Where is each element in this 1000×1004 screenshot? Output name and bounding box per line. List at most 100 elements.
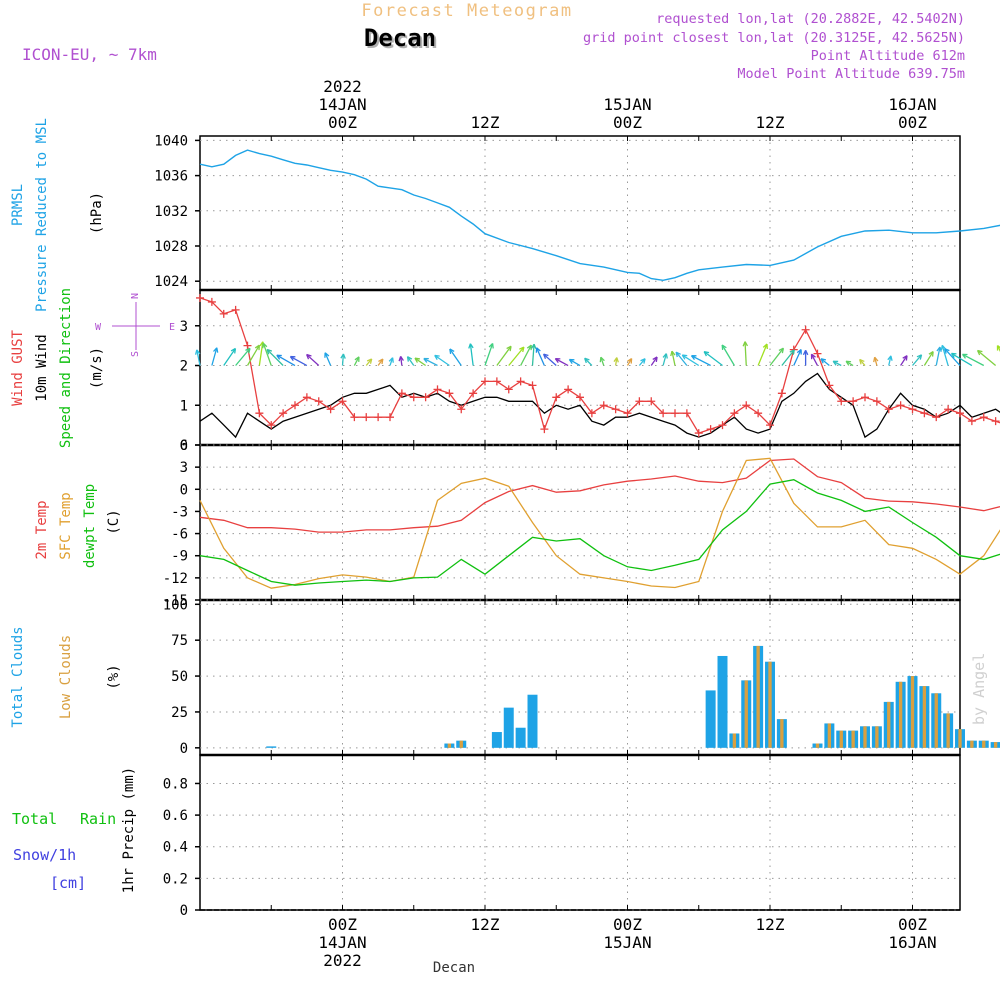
total-cloud-bar bbox=[718, 656, 728, 748]
time-tick-label: 00Z bbox=[898, 113, 927, 132]
wind-direction-arrow bbox=[263, 343, 271, 365]
low-cloud-bar bbox=[756, 646, 759, 748]
wind-gust-point bbox=[897, 401, 905, 409]
low-cloud-bar bbox=[994, 742, 997, 748]
wind-gust-point bbox=[196, 294, 204, 302]
t2m-label: 2m Temp bbox=[34, 500, 50, 559]
total-cloud-bar bbox=[516, 728, 526, 748]
model-altitude: Model Point Altitude 639.75m bbox=[737, 66, 965, 82]
dew-label: dewpt Temp bbox=[82, 484, 98, 568]
compass-n: N bbox=[130, 293, 141, 299]
temp-y-tick-label: 6 bbox=[180, 438, 188, 454]
compass-rose: N S W E bbox=[95, 293, 175, 357]
time-tick-label: 15JAN bbox=[603, 933, 651, 952]
precip-y-tick-label: 0.8 bbox=[163, 776, 188, 792]
wind-gust-label: Wind GUST bbox=[10, 330, 26, 406]
wind-direction-arrow bbox=[745, 342, 746, 366]
time-axis-top: 202214JAN00Z12Z15JAN00Z12Z16JAN00Z12Z bbox=[318, 77, 1000, 132]
wind-direction-arrow bbox=[307, 355, 319, 366]
wind-gust-point bbox=[374, 413, 382, 421]
low-cloud-bar bbox=[899, 682, 902, 748]
low-cloud-bar bbox=[958, 729, 961, 748]
clouds-y-tick-label: 100 bbox=[163, 597, 188, 613]
low-cloud-bar bbox=[448, 744, 451, 748]
wind-gust-line bbox=[200, 298, 1000, 433]
bottom-location: Decan bbox=[433, 960, 475, 976]
wind-direction-arrow bbox=[236, 348, 250, 365]
temp-y-tick-label: -6 bbox=[171, 527, 188, 543]
temp-y-tick-label: 0 bbox=[180, 482, 188, 498]
low-cloud-bar bbox=[911, 676, 914, 748]
pressure-label-1: PRMSL bbox=[10, 184, 26, 226]
wind-gust-point bbox=[493, 377, 501, 385]
location-title-front: Decan bbox=[364, 24, 436, 52]
wind-gust-point bbox=[540, 425, 548, 433]
total-cloud-label: Total Clouds bbox=[10, 626, 26, 727]
total-cloud-bar bbox=[266, 746, 276, 747]
pressure-label-2: Pressure Reduced to MSL bbox=[34, 118, 50, 312]
precip-total-label: Total bbox=[12, 810, 57, 828]
wind-gust-point bbox=[861, 393, 869, 401]
wind-gust-point bbox=[600, 401, 608, 409]
pressure-panel-frame bbox=[200, 136, 960, 290]
requested-coords: requested lon,lat (20.2882E, 42.5402N) bbox=[656, 11, 965, 27]
precip-panel-frame bbox=[200, 755, 960, 910]
temp-panel-frame bbox=[200, 445, 960, 600]
wind-y-tick-label: 2 bbox=[180, 359, 188, 375]
pressure-y-tick-label: 1024 bbox=[154, 274, 188, 290]
time-tick-label: 2022 bbox=[323, 77, 362, 96]
precip-snow-label: Snow/1h bbox=[13, 846, 76, 864]
wind-gust-point bbox=[683, 409, 691, 417]
precip-rain-label: Rain bbox=[80, 810, 116, 828]
model-label: ICON-EU, ~ 7km bbox=[22, 45, 157, 64]
wind-direction-arrow bbox=[544, 354, 557, 365]
compass-e: E bbox=[169, 322, 175, 333]
wind-gust-point bbox=[564, 385, 572, 393]
precip-y-tick-label: 0.6 bbox=[163, 808, 188, 824]
t2m-line bbox=[200, 459, 1000, 532]
pressure-unit: (hPa) bbox=[89, 192, 105, 234]
wind-gust-point bbox=[956, 409, 964, 417]
wind-direction-arrow bbox=[722, 345, 734, 366]
wind-direction-arrow bbox=[782, 350, 794, 366]
wind-gust-point bbox=[873, 397, 881, 405]
sfc-label: SFC Temp bbox=[58, 492, 74, 559]
time-tick-label: 16JAN bbox=[888, 95, 936, 114]
time-tick-label: 16JAN bbox=[888, 933, 936, 952]
low-cloud-bar bbox=[923, 686, 926, 748]
wind-gust-point bbox=[291, 401, 299, 409]
total-cloud-bar bbox=[492, 732, 502, 748]
time-tick-label: 14JAN bbox=[318, 95, 366, 114]
compass-s: S bbox=[130, 351, 141, 357]
wind-direction-arrow bbox=[758, 344, 767, 366]
wind-gust-point bbox=[968, 417, 976, 425]
wind-gust-point bbox=[386, 413, 394, 421]
time-tick-label: 00Z bbox=[328, 915, 357, 934]
pressure-line bbox=[200, 150, 1000, 280]
wind-direction-arrow bbox=[224, 348, 236, 365]
time-tick-label: 00Z bbox=[613, 113, 642, 132]
top-title: Forecast Meteogram bbox=[361, 1, 572, 21]
low-cloud-bar bbox=[816, 744, 819, 748]
wind-gust-point bbox=[552, 393, 560, 401]
temp-y-tick-label: 3 bbox=[180, 460, 188, 476]
low-cloud-bar bbox=[875, 726, 878, 748]
time-tick-label: 12Z bbox=[756, 915, 785, 934]
pressure-y-tick-label: 1032 bbox=[154, 204, 188, 220]
low-cloud-label: Low Clouds bbox=[58, 635, 74, 719]
wind-gust-point bbox=[232, 306, 240, 314]
clouds-y-tick-label: 75 bbox=[171, 633, 188, 649]
wind-direction-arrow bbox=[450, 349, 461, 366]
low-cloud-bar bbox=[887, 702, 890, 748]
chart-marks bbox=[196, 150, 1000, 910]
wind-gust-point bbox=[517, 377, 525, 385]
precip-y-tick-label: 0.2 bbox=[163, 871, 188, 887]
total-cloud-bar bbox=[706, 690, 716, 747]
wind-unit: (m/s) bbox=[89, 347, 105, 389]
precip-unit: 1hr Precip (mm) bbox=[121, 767, 137, 893]
time-tick-label: 14JAN bbox=[318, 933, 366, 952]
wind-gust-point bbox=[778, 389, 786, 397]
panels-frame bbox=[200, 136, 960, 910]
low-cloud-bar bbox=[851, 731, 854, 748]
